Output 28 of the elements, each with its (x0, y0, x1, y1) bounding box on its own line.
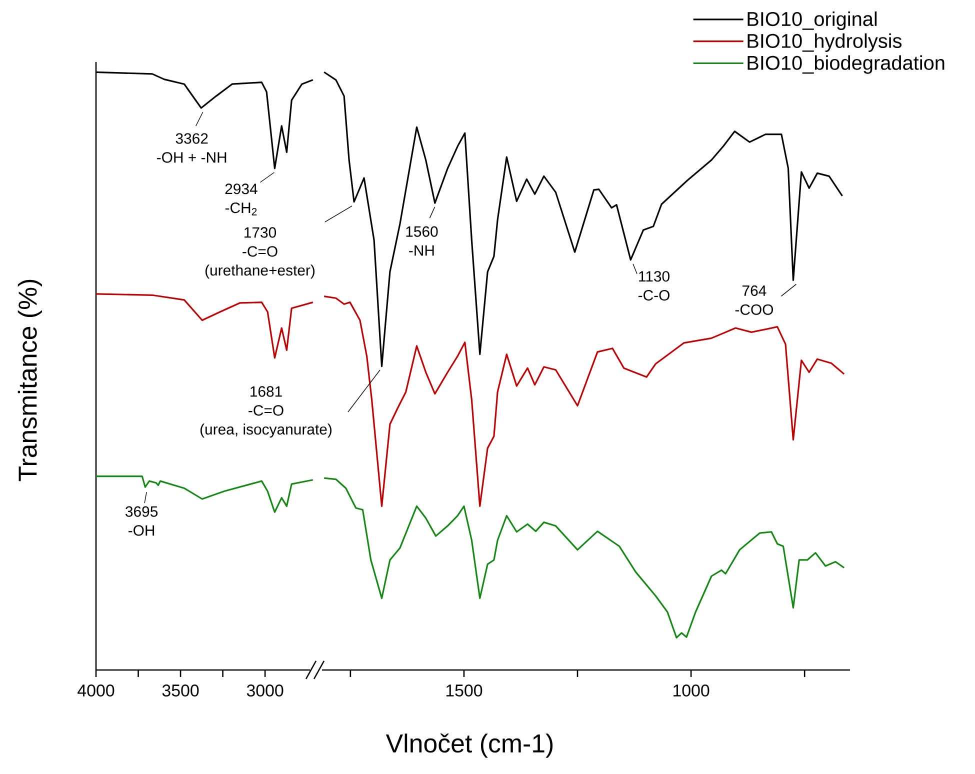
annotation: 2934 (225, 184, 258, 194)
x-tick-label: 1000 (674, 684, 710, 696)
annotation: 1681 (250, 386, 282, 397)
x-tick-label: 4000 (78, 684, 114, 696)
x-tick-label: 1500 (446, 684, 482, 696)
annotation: 1730 (244, 227, 276, 238)
legend-label: BIO10_original (748, 11, 877, 30)
annotation: (urethane+ester) (205, 264, 315, 279)
x-tick-label: 3500 (162, 684, 199, 696)
annotation: 3362 (176, 133, 208, 144)
annotation: -CH$_{2}$ (225, 202, 257, 216)
annotation: -OH + -NH (157, 152, 226, 163)
annotation: (urea, isocyanurate) (200, 424, 332, 438)
annotation: -C=O (248, 405, 284, 416)
annotation: -COO (735, 304, 774, 315)
legend-label: BIO10_hydrolysis (748, 33, 902, 52)
legend-label: BIO10_biodegradation (748, 55, 944, 74)
annotation: -OH (128, 525, 154, 536)
annotation: -C-O (638, 290, 670, 301)
x-tick-label: 3000 (246, 684, 284, 696)
x-axis-title: Vlnočet (cm-1) (386, 734, 553, 758)
annotation: -NH (409, 245, 434, 256)
annotation: 3695 (126, 506, 158, 517)
annotation: 764 (742, 285, 766, 296)
annotation: 1560 (406, 226, 438, 237)
annotation: -C=O (242, 246, 278, 257)
annotation: 1130 (639, 271, 670, 282)
y-axis-title: Transmitance (%) (18, 280, 42, 482)
